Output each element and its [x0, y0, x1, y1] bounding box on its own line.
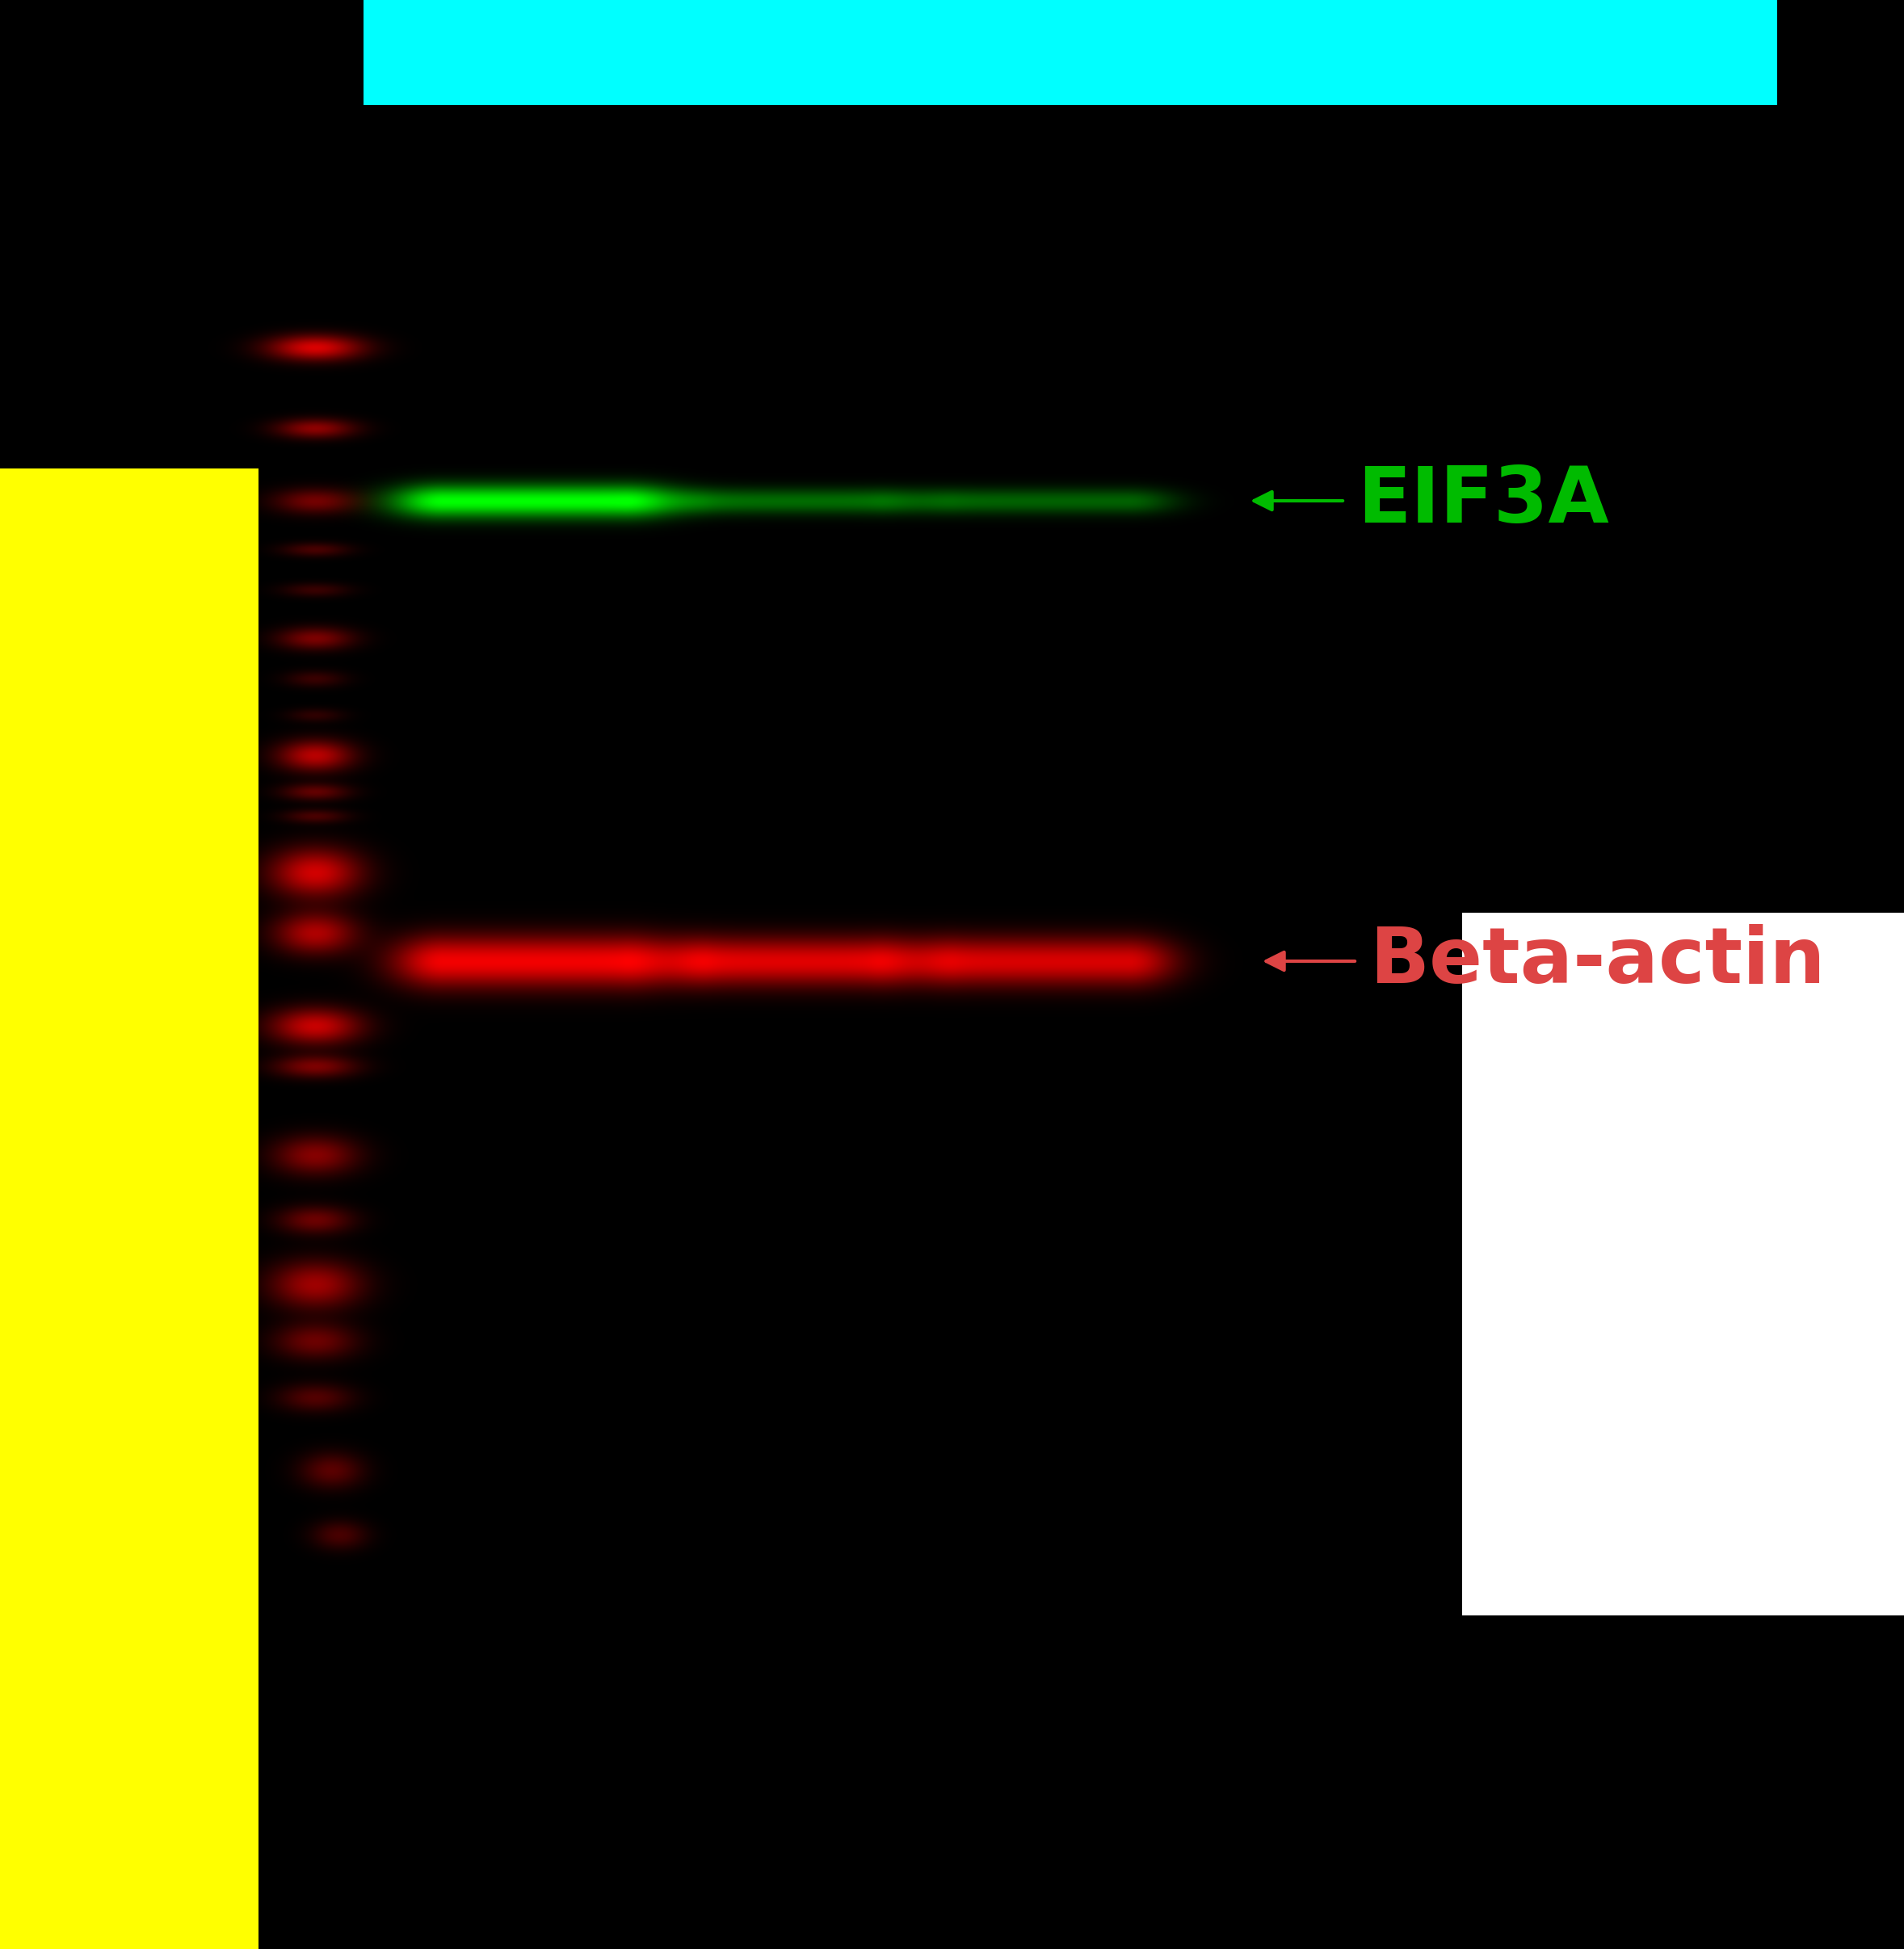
Text: EIF3A: EIF3A [1358, 464, 1609, 538]
Text: Beta-actin: Beta-actin [1369, 924, 1826, 998]
